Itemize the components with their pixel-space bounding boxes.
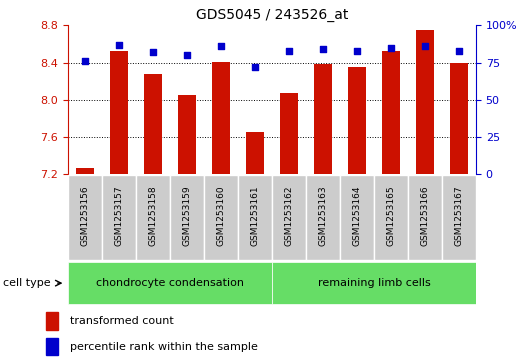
Text: GSM1253158: GSM1253158 [149,186,157,246]
Bar [450,63,468,174]
Text: GSM1253161: GSM1253161 [251,186,259,246]
Title: GDS5045 / 243526_at: GDS5045 / 243526_at [196,8,348,22]
Bar [46,338,59,355]
Bar [314,65,332,174]
Bar [178,95,196,174]
FancyBboxPatch shape [238,175,272,261]
Text: percentile rank within the sample: percentile rank within the sample [70,342,258,352]
Text: GSM1253167: GSM1253167 [454,186,463,246]
Point [319,46,327,52]
Bar [280,93,298,174]
Point [454,48,463,54]
Point [149,49,157,55]
Text: GSM1253157: GSM1253157 [115,186,123,246]
FancyBboxPatch shape [102,175,136,261]
Text: cell type: cell type [3,278,50,288]
Bar [46,312,59,330]
Point [386,45,395,51]
Point [81,58,89,64]
FancyBboxPatch shape [442,175,476,261]
Point [183,52,191,58]
Text: GSM1253165: GSM1253165 [386,186,395,246]
Bar [76,168,94,174]
Bar [110,52,128,174]
Bar [348,67,366,174]
Text: GSM1253166: GSM1253166 [420,186,429,246]
Bar [382,52,400,174]
Bar [246,132,264,174]
Point [420,43,429,49]
Point [115,42,123,48]
Bar [212,62,230,174]
Point [285,48,293,54]
Text: GSM1253162: GSM1253162 [285,186,293,246]
Text: GSM1253163: GSM1253163 [319,186,327,246]
FancyBboxPatch shape [170,175,204,261]
Point [353,48,361,54]
Text: transformed count: transformed count [70,316,174,326]
FancyBboxPatch shape [204,175,238,261]
FancyBboxPatch shape [68,175,102,261]
FancyBboxPatch shape [136,175,170,261]
FancyBboxPatch shape [340,175,374,261]
Text: GSM1253156: GSM1253156 [81,186,89,246]
FancyBboxPatch shape [272,262,476,304]
FancyBboxPatch shape [272,175,306,261]
Text: remaining limb cells: remaining limb cells [317,278,430,288]
Text: GSM1253164: GSM1253164 [353,186,361,246]
Point [217,43,225,49]
Bar [416,30,434,174]
Text: GSM1253159: GSM1253159 [183,186,191,246]
FancyBboxPatch shape [306,175,340,261]
FancyBboxPatch shape [374,175,408,261]
FancyBboxPatch shape [68,262,272,304]
Bar [144,74,162,174]
Text: GSM1253160: GSM1253160 [217,186,225,246]
Text: chondrocyte condensation: chondrocyte condensation [96,278,244,288]
Point [251,64,259,70]
FancyBboxPatch shape [408,175,442,261]
